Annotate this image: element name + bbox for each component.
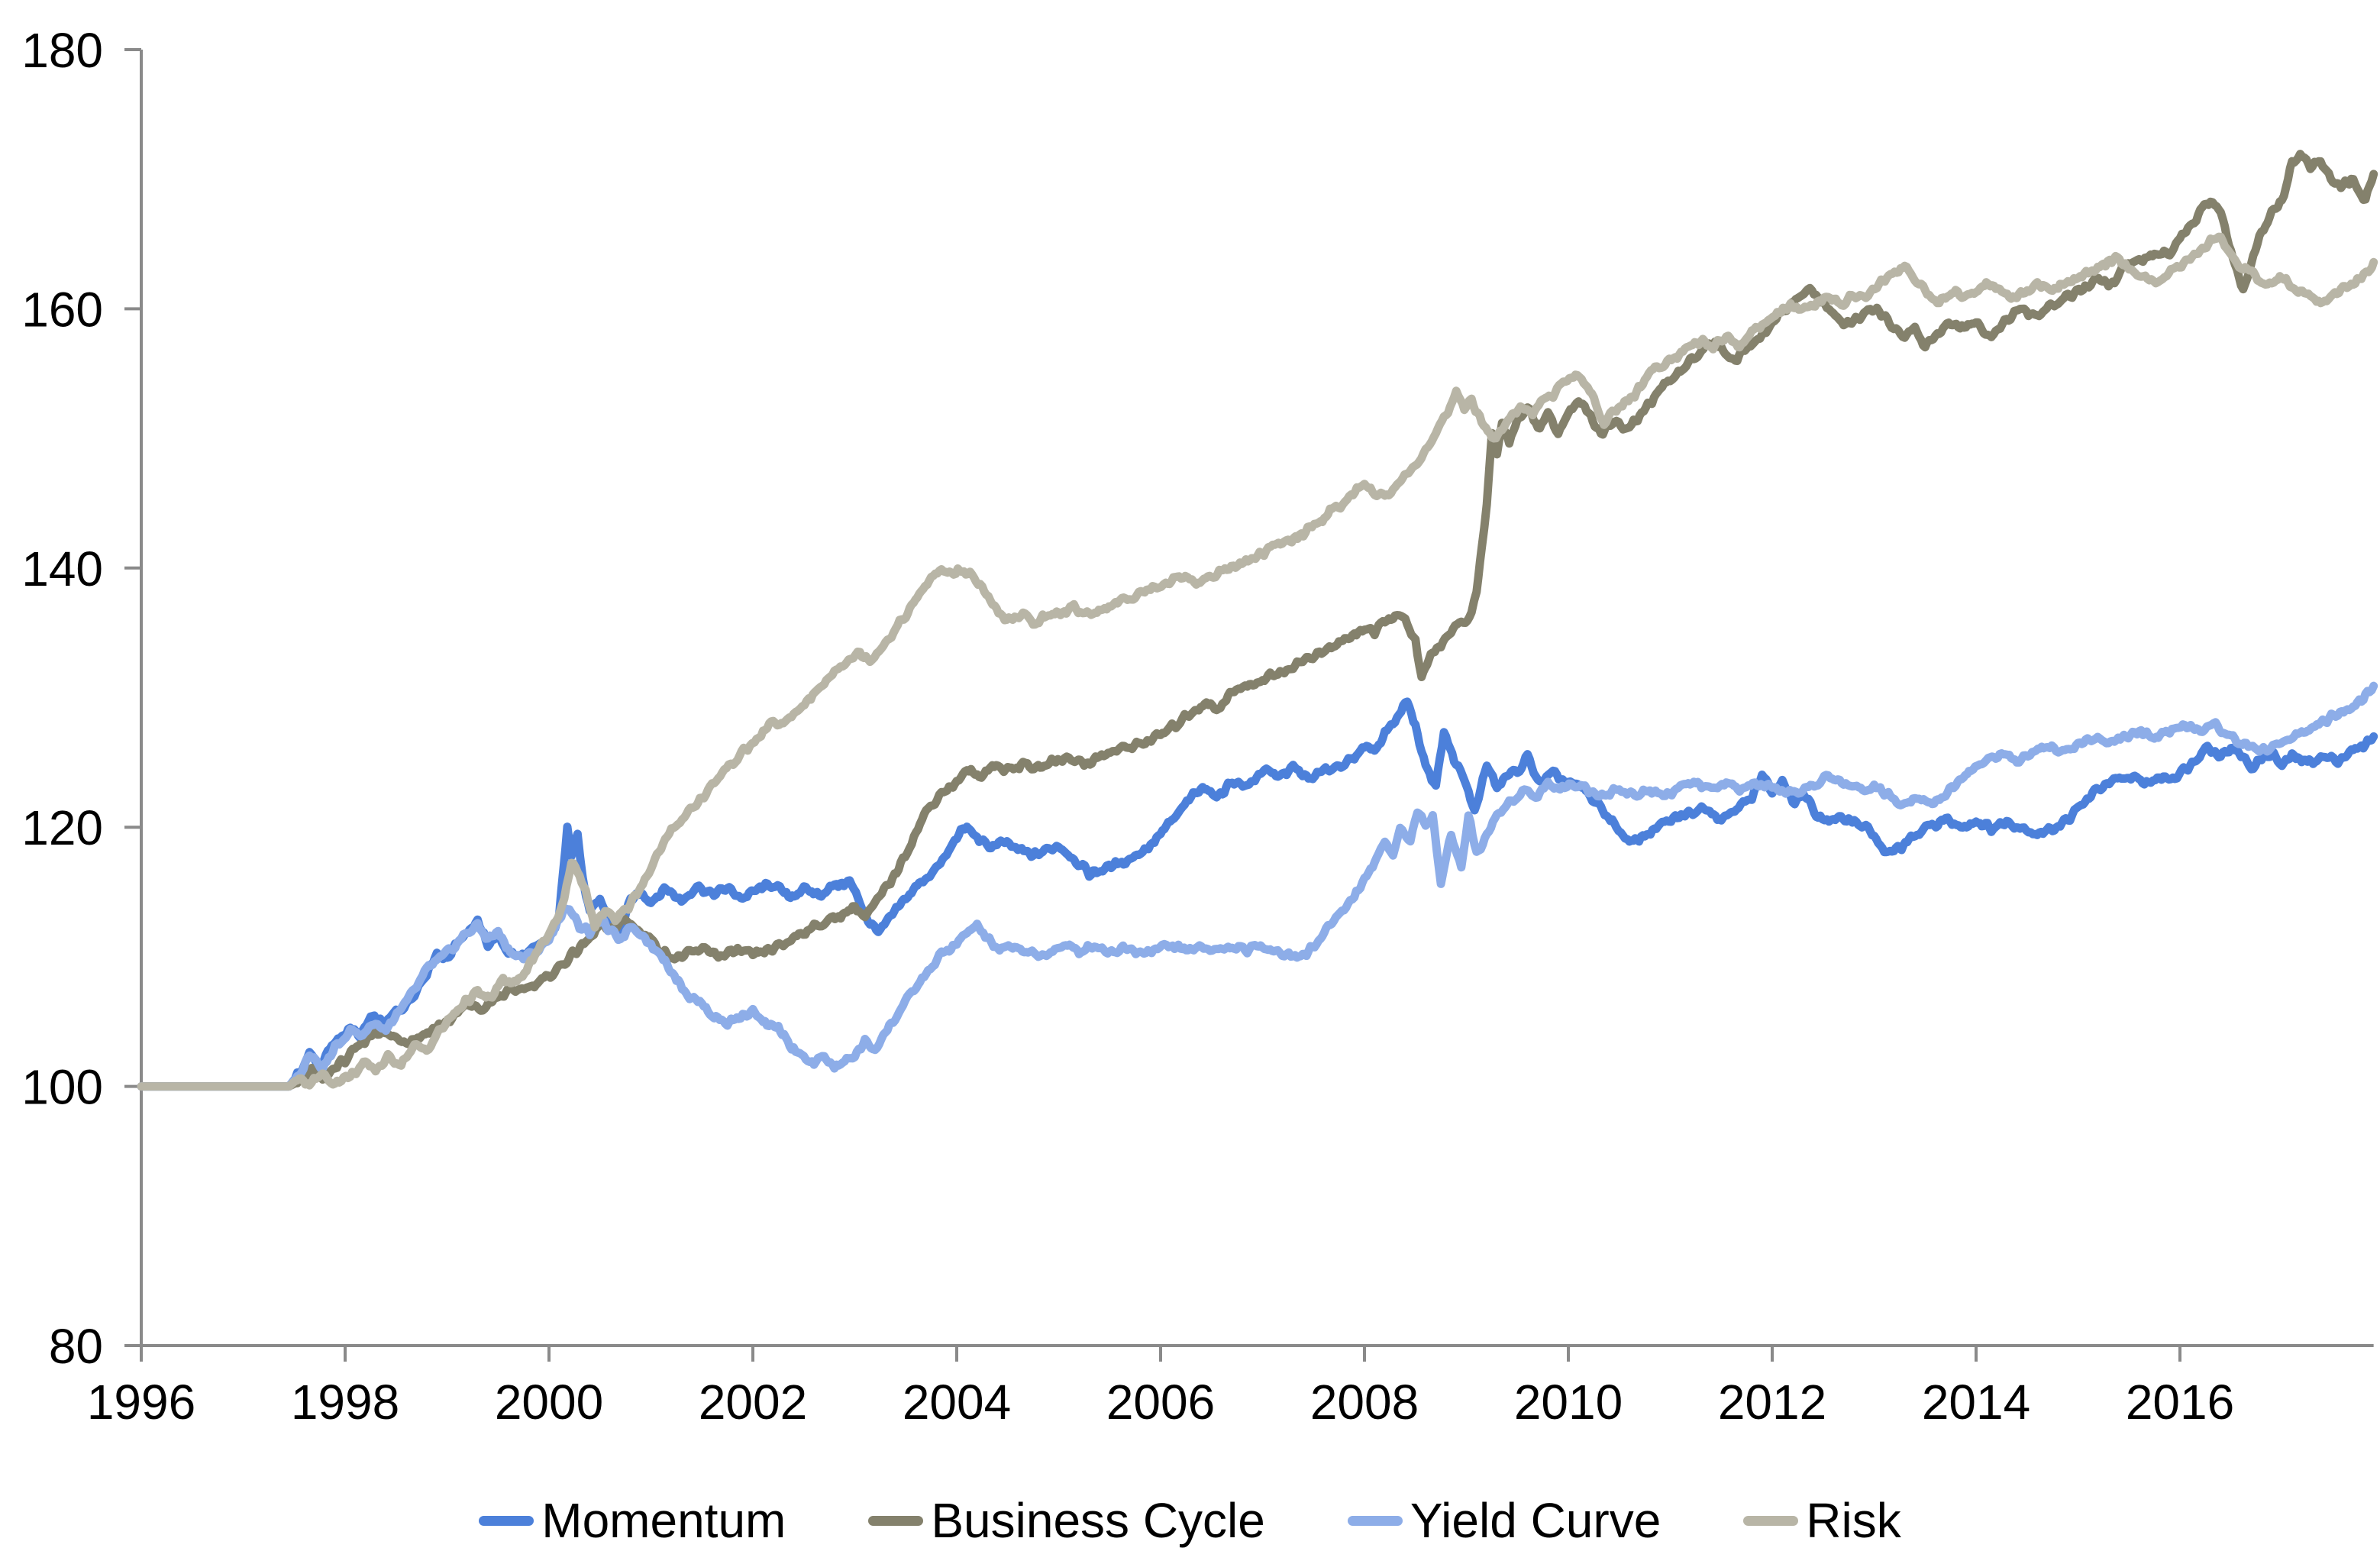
series-line-risk (137, 232, 2378, 1091)
legend: Momentum Business Cycle Yield Curve Risk (0, 1486, 2380, 1555)
y-tick-label: 140 (21, 541, 103, 596)
x-tick-label: 2016 (2126, 1375, 2234, 1430)
x-axis: 1996 1998 2000 2002 2004 2006 2008 2010 2012 2014… (87, 1344, 2374, 1430)
y-tick-label: 100 (21, 1060, 103, 1115)
y-axis: 80 100 120 140 160 180 (21, 23, 143, 1374)
risk-swatch (1743, 1515, 1799, 1526)
legend-label-business-cycle: Business Cycle (931, 1493, 1265, 1548)
x-tick-label: 2008 (1310, 1375, 1419, 1430)
legend-label-yield-curve: Yield Curve (1410, 1493, 1661, 1548)
x-tick-label: 2002 (699, 1375, 807, 1430)
y-tick-label: 160 (21, 282, 103, 337)
series-line-business-cycle (137, 150, 2378, 1091)
y-tick-label: 80 (49, 1319, 103, 1374)
x-tick-label: 2000 (495, 1375, 603, 1430)
x-tick-label: 2006 (1106, 1375, 1215, 1430)
legend-item-risk: Risk (1743, 1493, 1901, 1548)
business-cycle-swatch (868, 1515, 924, 1526)
legend-item-business-cycle: Business Cycle (868, 1496, 1265, 1545)
legend-item-yield-curve: Yield Curve (1347, 1493, 1661, 1548)
series-line-yield-curve (137, 681, 2378, 1091)
x-tick-label: 2012 (1718, 1375, 1826, 1430)
legend-label-risk: Risk (1806, 1493, 1901, 1548)
momentum-swatch (479, 1515, 534, 1526)
series-lines (137, 150, 2378, 1091)
x-tick-label: 2004 (903, 1375, 1011, 1430)
y-tick-label: 120 (21, 800, 103, 855)
yield-curve-swatch (1347, 1515, 1403, 1526)
legend-item-momentum: Momentum (479, 1496, 786, 1545)
x-tick-label: 2010 (1514, 1375, 1623, 1430)
series-line-momentum (137, 697, 2378, 1091)
x-tick-label: 2014 (1922, 1375, 2030, 1430)
y-tick-label: 180 (21, 23, 103, 78)
legend-label-momentum: Momentum (541, 1493, 786, 1548)
x-tick-label: 1998 (291, 1375, 399, 1430)
x-tick-label: 1996 (87, 1375, 195, 1430)
